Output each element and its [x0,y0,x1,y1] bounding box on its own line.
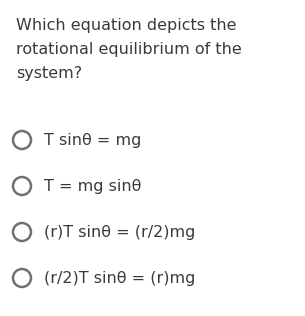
Text: (r/2)T sinθ = (r)mg: (r/2)T sinθ = (r)mg [44,270,196,285]
Text: system?: system? [16,66,82,81]
Text: (r)T sinθ = (r/2)mg: (r)T sinθ = (r/2)mg [44,224,196,240]
Text: T = mg sinθ: T = mg sinθ [44,179,142,193]
Text: Which equation depicts the: Which equation depicts the [16,18,236,33]
Text: T sinθ = mg: T sinθ = mg [44,132,142,148]
Text: rotational equilibrium of the: rotational equilibrium of the [16,42,242,57]
